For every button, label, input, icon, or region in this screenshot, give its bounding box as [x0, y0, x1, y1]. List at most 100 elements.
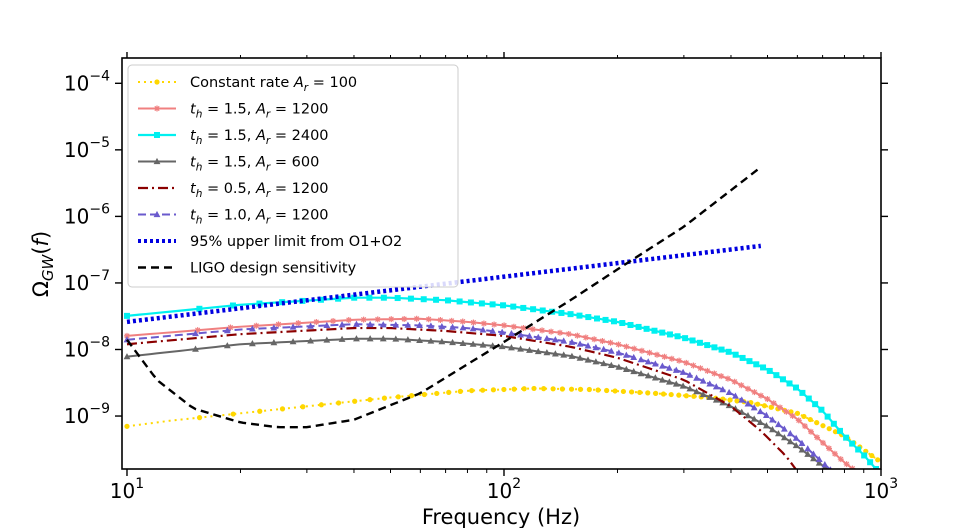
data-point: [661, 353, 668, 360]
data-point: [508, 344, 515, 351]
data-point: [526, 346, 533, 353]
y-tick-base: 10: [64, 138, 89, 162]
data-point: [511, 386, 517, 392]
data-point: [600, 345, 608, 353]
data-point: [738, 396, 746, 403]
legend-subscript: r: [266, 162, 271, 174]
data-point: [732, 392, 739, 399]
data-point: [779, 376, 786, 383]
data-point: [699, 377, 707, 384]
data-point: [820, 439, 827, 446]
data-point: [833, 471, 840, 477]
data-point: [445, 297, 452, 304]
data-point: [805, 395, 812, 402]
data-point: [666, 331, 673, 338]
data-point: [192, 329, 199, 337]
legend-symbol: A: [255, 181, 266, 197]
data-point: [832, 429, 839, 435]
data-point: [807, 416, 813, 423]
data-point: [769, 416, 776, 423]
data-point: [855, 446, 862, 453]
legend-subscript: h: [196, 188, 203, 200]
data-point: [353, 335, 360, 342]
data-point: [668, 355, 675, 362]
data-point: [615, 349, 623, 356]
data-point: [786, 430, 794, 437]
data-point: [786, 380, 793, 387]
data-point: [551, 336, 559, 343]
data-point: [798, 446, 806, 453]
data-point: [833, 471, 840, 477]
y-tick-exp: −8: [89, 334, 110, 350]
data-point: [392, 335, 400, 342]
data-point: [500, 302, 507, 309]
data-point: [469, 325, 477, 332]
data-point: [543, 349, 551, 356]
legend-label: th = 0.5, Ar = 1200: [190, 181, 329, 200]
y-tick-base: 10: [64, 404, 89, 428]
legend-label: th = 1.5, Ar = 2400: [190, 128, 329, 147]
data-point: [479, 326, 487, 333]
data-point: [824, 413, 831, 420]
data-point: [317, 296, 324, 303]
data-point: [744, 400, 752, 407]
data-point: [653, 390, 659, 396]
data-point: [379, 321, 387, 328]
y-tick-exp: −5: [89, 135, 110, 151]
legend-text-part: = 1.5,: [202, 155, 256, 171]
data-point: [270, 339, 278, 346]
x-tick-label: 103: [864, 476, 898, 503]
data-point: [366, 320, 374, 328]
data-point: [804, 445, 812, 452]
legend-symbol: t: [190, 208, 197, 224]
data-point: [757, 392, 764, 399]
data-point: [724, 375, 731, 382]
legend-label: 95% upper limit from O1+O2: [190, 234, 402, 250]
legend-subscript: r: [266, 188, 271, 200]
data-point: [706, 393, 714, 400]
data-point: [323, 321, 331, 329]
data-point: [123, 353, 131, 360]
data-point: [479, 341, 487, 348]
y-axis-title-sub: GW: [39, 253, 57, 281]
data-point: [498, 342, 506, 350]
data-point: [676, 392, 682, 398]
legend-label: Constant rate Ar = 100: [190, 75, 357, 94]
data-point: [751, 389, 758, 396]
data-point: [123, 312, 130, 319]
data-point: [630, 367, 638, 375]
data-point: [651, 374, 659, 381]
data-point: [801, 423, 808, 430]
data-point: [521, 386, 527, 392]
data-point: [480, 320, 487, 327]
data-point: [456, 298, 463, 305]
data-point: [727, 397, 733, 403]
y-tick-base: 10: [64, 71, 89, 95]
data-point: [467, 299, 474, 306]
data-point: [689, 337, 696, 344]
legend-item-ligo-design: LIGO design sensitivity: [138, 261, 357, 277]
data-point: [815, 459, 823, 466]
data-point: [672, 366, 680, 373]
data-point: [651, 360, 659, 367]
data-point: [766, 367, 773, 374]
data-point: [534, 333, 542, 340]
data-point: [750, 415, 758, 422]
data-point: [861, 452, 868, 459]
data-point: [548, 328, 555, 335]
data-point: [623, 343, 630, 350]
legend-subscript: h: [196, 109, 203, 121]
data-point: [855, 470, 861, 476]
data-point: [738, 382, 745, 389]
legend-marker: [153, 210, 161, 218]
data-point: [490, 387, 497, 393]
data-point: [574, 332, 581, 339]
data-point: [470, 319, 477, 326]
legend-subscript: h: [196, 162, 203, 174]
data-point: [223, 327, 231, 334]
data-point: [489, 327, 497, 334]
data-point: [610, 318, 617, 325]
data-point: [734, 398, 740, 404]
data-point: [818, 406, 825, 413]
